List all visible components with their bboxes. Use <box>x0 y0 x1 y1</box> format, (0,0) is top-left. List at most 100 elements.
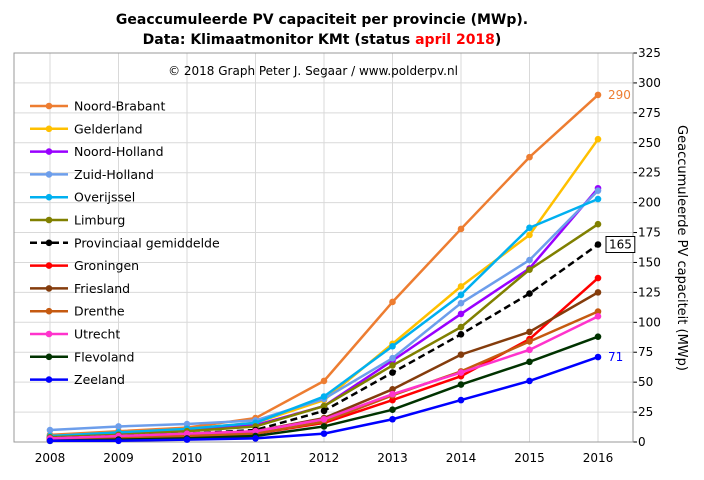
data-point <box>183 430 191 437</box>
data-point <box>594 353 602 361</box>
data-point <box>594 308 602 315</box>
data-point <box>457 310 465 318</box>
data-point <box>594 289 602 296</box>
legend-marker <box>45 330 53 338</box>
data-point <box>389 406 396 413</box>
legend-label: Drenthe <box>74 304 125 319</box>
data-point <box>46 437 54 445</box>
data-point <box>252 435 259 442</box>
data-point <box>457 351 465 358</box>
data-point <box>389 390 396 398</box>
data-point <box>457 330 465 338</box>
legend-label: Flevoland <box>74 349 134 364</box>
legend-label: Groningen <box>74 258 139 273</box>
data-point <box>457 369 465 376</box>
legend-marker <box>45 262 53 269</box>
data-point <box>457 323 465 331</box>
x-tick-label: 2012 <box>309 451 340 465</box>
data-point <box>389 362 396 369</box>
data-point <box>526 266 533 273</box>
y-tick-label: 50 <box>638 375 653 389</box>
x-tick-label: 2010 <box>172 451 203 465</box>
data-point <box>457 291 465 299</box>
data-point <box>46 426 54 434</box>
y-tick-label: 125 <box>638 285 661 299</box>
y-tick-label: 150 <box>638 255 661 269</box>
legend-label: Zeeland <box>74 372 125 387</box>
y-tick-label: 200 <box>638 196 661 210</box>
x-tick-label: 2008 <box>35 451 66 465</box>
legend-label: Friesland <box>74 281 130 296</box>
data-point <box>526 346 533 354</box>
annotation-label: 71 <box>608 350 623 364</box>
data-point <box>183 420 191 428</box>
data-point <box>320 407 328 415</box>
legend-marker <box>45 307 53 315</box>
legend-marker <box>45 193 53 201</box>
legend-marker <box>45 148 53 155</box>
annotation-box <box>605 236 636 254</box>
data-point <box>320 393 328 400</box>
data-point <box>594 220 602 228</box>
legend-label: Noord-Brabant <box>74 99 165 114</box>
legend-label: Limburg <box>74 213 125 228</box>
subtitle-suffix: ) <box>495 32 501 48</box>
x-tick-label: 2014 <box>446 451 477 465</box>
legend-marker <box>45 239 53 247</box>
legend-label: Utrecht <box>74 327 120 342</box>
data-point <box>115 437 122 445</box>
legend-label: Gelderland <box>74 121 143 136</box>
legend-label: Zuid-Holland <box>74 167 154 182</box>
data-point <box>115 423 122 430</box>
data-point <box>594 187 602 194</box>
data-point <box>457 299 465 307</box>
data-point <box>183 436 191 443</box>
y-tick-label: 225 <box>638 166 661 180</box>
y-tick-label: 100 <box>638 315 661 329</box>
data-point <box>594 195 602 203</box>
data-point <box>526 377 533 385</box>
data-point <box>526 153 533 161</box>
data-point <box>457 225 465 233</box>
data-point <box>320 423 328 430</box>
data-point <box>594 313 602 320</box>
subtitle-prefix: Data: Klimaatmonitor KMt (status <box>143 32 415 48</box>
y-tick-label: 75 <box>638 345 653 359</box>
chart-subtitle: Data: Klimaatmonitor KMt (status april 2… <box>143 32 502 48</box>
data-point <box>389 354 396 362</box>
x-tick-label: 2015 <box>514 451 545 465</box>
plot-area: 0 25 50 75 100 125 150 175 200 225 250 275 300 325 200… <box>13 46 661 465</box>
data-point <box>526 231 533 239</box>
data-point <box>594 241 602 248</box>
x-tick-label: 2013 <box>377 451 408 465</box>
x-tick-label: 2009 <box>103 451 134 465</box>
legend-marker <box>45 353 53 361</box>
data-point <box>389 342 396 350</box>
legend-marker <box>45 171 53 178</box>
y-tick-label: 325 <box>638 46 661 60</box>
data-point <box>526 290 533 297</box>
legend-marker <box>45 125 53 133</box>
data-point <box>457 381 465 388</box>
legend-label: Noord-Holland <box>74 144 164 159</box>
annotation-label: 290 <box>608 88 631 102</box>
legend-label: Provinciaal gemiddelde <box>74 235 220 250</box>
data-point <box>320 415 328 423</box>
data-point <box>594 333 602 340</box>
data-point <box>389 298 396 306</box>
data-point <box>526 256 533 264</box>
data-point <box>594 91 602 99</box>
y-tick-label: 175 <box>638 226 661 240</box>
x-tick-label: 2016 <box>583 451 614 465</box>
data-point <box>526 338 533 345</box>
legend-marker <box>45 285 53 292</box>
annotation-label: 165 <box>609 238 632 252</box>
data-point <box>389 415 396 423</box>
data-point <box>252 427 259 435</box>
copyright-text: © 2018 Graph Peter J. Segaar / www.polde… <box>168 64 458 78</box>
data-point <box>389 369 396 376</box>
y-tick-label: 25 <box>638 405 653 419</box>
data-point <box>320 377 328 385</box>
